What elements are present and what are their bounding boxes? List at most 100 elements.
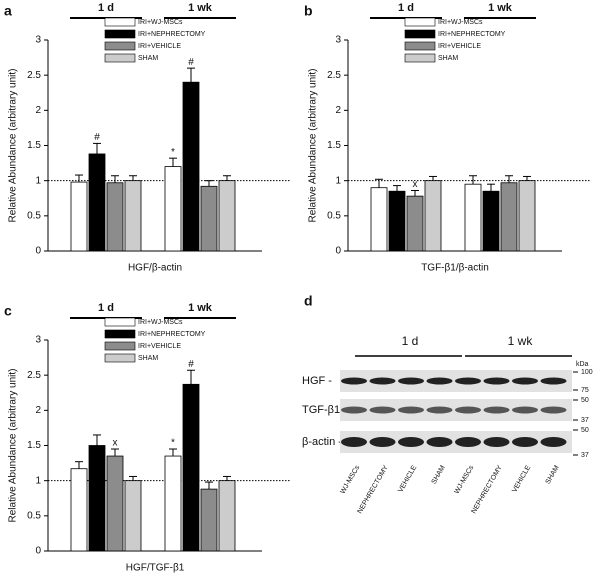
bar — [482, 190, 500, 252]
y-tick-label: 2 — [335, 105, 341, 116]
panel-label: b — [304, 3, 313, 19]
lane-label: WJ-MSCs — [340, 464, 362, 495]
legend-label: IRI+VEHICLE — [138, 343, 181, 350]
blot-band — [455, 406, 481, 414]
blot-band — [426, 437, 453, 447]
y-tick-label: 2.5 — [327, 70, 341, 81]
blot-band — [540, 377, 567, 385]
legend-swatch — [104, 41, 136, 51]
bar — [164, 455, 182, 552]
bar — [106, 455, 124, 552]
row-label: TGF-β1- — [302, 404, 344, 416]
legend-swatch — [104, 17, 136, 27]
bar — [200, 185, 218, 252]
panel-label: a — [4, 3, 12, 19]
marker-label: 37 — [581, 452, 589, 459]
significance-mark: * — [171, 147, 175, 158]
bar — [164, 166, 182, 252]
blot-band — [455, 437, 481, 447]
legend-label: IRI+WJ-MSCs — [438, 19, 483, 26]
y-tick-label: 0 — [35, 246, 41, 257]
y-tick-label: 2 — [35, 405, 41, 416]
blot-band — [426, 377, 453, 385]
y-tick-label: 1.5 — [27, 140, 41, 151]
marker-label: 50 — [581, 427, 589, 434]
legend-swatch — [404, 41, 436, 51]
group-label: 1 wk — [508, 334, 534, 348]
x-axis-label: TGF-β1/β-actin — [421, 263, 489, 274]
x-axis-label: HGF/β-actin — [128, 263, 182, 274]
legend-swatch — [104, 317, 136, 327]
bar — [88, 153, 106, 252]
bar-chart: b Relative Abundance (arbitrary unit) TGF-… — [304, 2, 590, 274]
y-tick-label: 3 — [35, 335, 41, 346]
bar — [106, 182, 124, 252]
y-tick-label: 1 — [335, 175, 341, 186]
marker-label: 100 — [581, 369, 593, 376]
bar — [218, 180, 236, 252]
legend-swatch — [104, 353, 136, 363]
blot-band — [512, 437, 538, 447]
marker-label: 75 — [581, 387, 589, 394]
bar — [182, 81, 200, 252]
legend-label: IRI+WJ-MSCs — [138, 19, 183, 26]
significance-mark: x — [113, 438, 118, 449]
blot-band — [483, 406, 510, 414]
bar — [406, 195, 424, 252]
marker-label: 37 — [581, 417, 589, 424]
significance-mark: # — [188, 359, 194, 370]
blot-band — [483, 377, 510, 385]
unit-label: kDa — [576, 361, 589, 368]
bar — [218, 480, 236, 552]
lane-label: VEHICLE — [397, 464, 418, 494]
group-label: 1 d — [98, 302, 114, 314]
legend-label: IRI+NEPHRECTOMY — [438, 31, 506, 38]
y-tick-label: 0.5 — [27, 210, 41, 221]
y-tick-label: 1 — [35, 175, 41, 186]
lane-label: NEPHRECTOMY — [471, 464, 504, 515]
blot-band — [398, 437, 424, 447]
legend-label: SHAM — [138, 355, 158, 362]
blot-band — [369, 377, 396, 385]
group-label: 1 d — [98, 2, 114, 14]
legend-swatch — [104, 341, 136, 351]
legend-label: IRI+VEHICLE — [438, 43, 481, 50]
y-axis-label: Relative Abundance (arbitrary unit) — [8, 369, 19, 523]
y-tick-label: 1.5 — [327, 140, 341, 151]
blot-band — [341, 437, 367, 447]
y-tick-label: 3 — [35, 35, 41, 46]
bar — [464, 183, 482, 252]
legend-swatch — [104, 329, 136, 339]
blot-band — [540, 406, 567, 414]
y-axis-label: Relative Abundance (arbitrary unit) — [308, 69, 319, 223]
y-axis-label: Relative Abundance (arbitrary unit) — [8, 69, 19, 223]
bar — [388, 190, 406, 252]
blot-band — [398, 406, 424, 414]
group-label: 1 wk — [188, 302, 213, 314]
legend-label: IRI+NEPHRECTOMY — [138, 331, 206, 338]
bar — [124, 480, 142, 552]
lane-label: SHAM — [431, 464, 447, 485]
group-label: 1 d — [402, 334, 419, 348]
blot-band — [483, 437, 510, 447]
group-label: 1 wk — [488, 2, 513, 14]
legend-swatch — [404, 17, 436, 27]
lane-label: SHAM — [545, 464, 561, 485]
blot-band — [398, 377, 424, 385]
y-tick-label: 0.5 — [27, 510, 41, 521]
bar — [70, 468, 88, 552]
lane-label: VEHICLE — [511, 464, 532, 494]
bar — [200, 488, 218, 552]
legend-label: IRI+NEPHRECTOMY — [138, 31, 206, 38]
bar-chart: c Relative Abundance (arbitrary unit) HGF/… — [4, 302, 290, 574]
blot-band — [540, 437, 567, 447]
panel-label: c — [4, 303, 12, 319]
blot-band — [512, 406, 538, 414]
bar — [88, 445, 106, 552]
bar — [124, 180, 142, 252]
y-tick-label: 0 — [35, 546, 41, 557]
panel-label: d — [304, 293, 313, 309]
y-tick-label: 0 — [335, 246, 341, 257]
blot-band — [369, 406, 396, 414]
